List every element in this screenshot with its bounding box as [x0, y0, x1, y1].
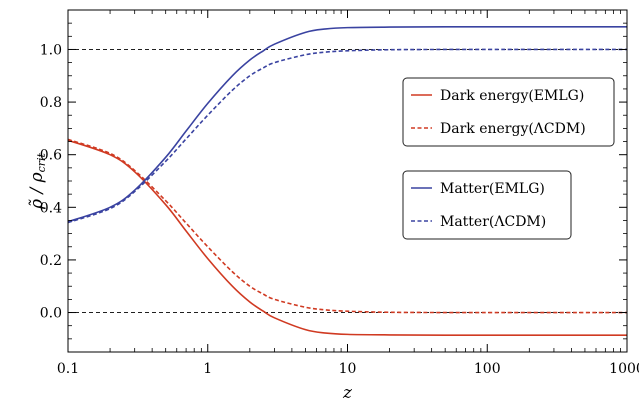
y-axis-label-main: ρ̃ / ρ: [27, 172, 47, 210]
legends: Dark energy(EMLG) Dark energy(ΛCDM) Matter…: [402, 77, 615, 240]
x-tick-label: 1: [203, 361, 212, 377]
y-tick-label: 0.4: [40, 200, 62, 216]
x-tick-label: 100: [474, 361, 501, 377]
legend-label: Dark energy(EMLG): [440, 88, 584, 104]
x-tick-label: 10: [339, 361, 357, 377]
y-axis-label: ρ̃ / ρcrit: [27, 152, 48, 209]
plot-area: [68, 26, 627, 336]
legend-frame: [402, 170, 572, 240]
y-tick-label: 0.2: [40, 253, 62, 269]
y-tick-label: 0.0: [40, 306, 62, 322]
legend-frame: [402, 77, 615, 147]
legend-label: Matter(EMLG): [440, 181, 545, 197]
y-tick-label: 0.6: [40, 148, 62, 164]
y-tick-label: 1.0: [40, 42, 62, 58]
series-line-1: [68, 138, 627, 314]
y-tick-label: 0.8: [40, 95, 62, 111]
legend-item: Dark energy(ΛCDM): [411, 121, 586, 137]
legend-item: Matter(EMLG): [411, 181, 545, 197]
legend-item: Matter(ΛCDM): [411, 214, 546, 230]
legend-item: Dark energy(EMLG): [411, 88, 584, 104]
series-line-2: [68, 26, 627, 223]
series-line-3: [68, 48, 627, 224]
y-axis-label-sub: crit: [35, 152, 48, 172]
x-axis-label: z: [342, 383, 353, 403]
legend-box-0: Dark energy(EMLG) Dark energy(ΛCDM): [402, 77, 615, 147]
series-line-0: [68, 139, 627, 336]
legend-box-1: Matter(EMLG) Matter(ΛCDM): [402, 170, 572, 240]
x-tick-label: 0.1: [57, 361, 79, 377]
legend-label: Dark energy(ΛCDM): [440, 121, 586, 137]
legend-label: Matter(ΛCDM): [440, 214, 546, 230]
svg-text:ρ̃ / ρcrit: ρ̃ / ρcrit: [27, 152, 48, 209]
